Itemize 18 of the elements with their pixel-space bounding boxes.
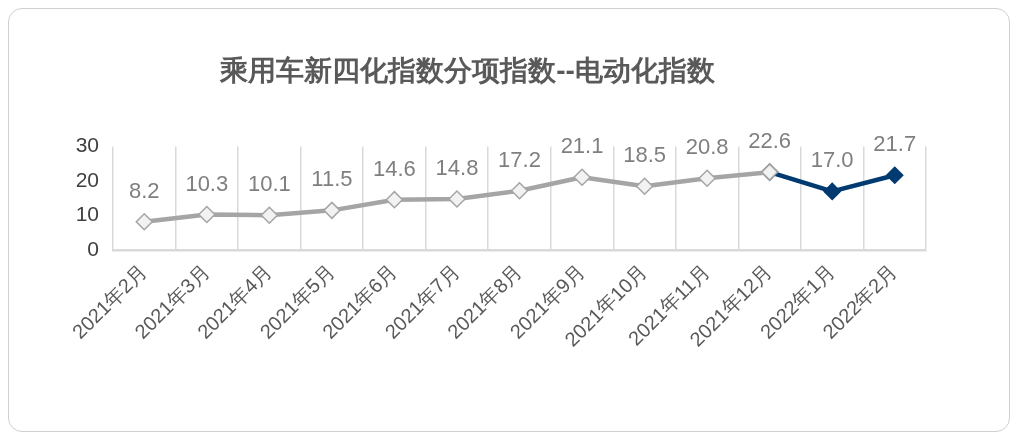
y-tick-label: 30 (75, 133, 99, 157)
data-label: 11.5 (311, 166, 353, 192)
data-label: 10.3 (185, 170, 229, 196)
data-label: 8.2 (128, 177, 160, 203)
data-label: 17.0 (810, 147, 854, 173)
data-label: 14.6 (373, 155, 416, 181)
y-tick-label: 0 (87, 236, 99, 260)
data-label: 22.6 (748, 128, 792, 154)
data-label: 18.5 (623, 142, 666, 168)
data-label: 10.1 (247, 171, 291, 197)
data-label: 14.8 (435, 155, 479, 181)
data-label: 17.2 (498, 146, 541, 172)
chart-title: 乘用车新四化指数分项指数--电动化指数 (219, 54, 716, 86)
y-tick-label: 10 (75, 202, 99, 226)
data-label: 21.7 (873, 131, 917, 157)
data-label: 21.1 (560, 133, 604, 159)
y-tick-label: 20 (75, 167, 99, 191)
data-label: 20.8 (685, 134, 729, 160)
